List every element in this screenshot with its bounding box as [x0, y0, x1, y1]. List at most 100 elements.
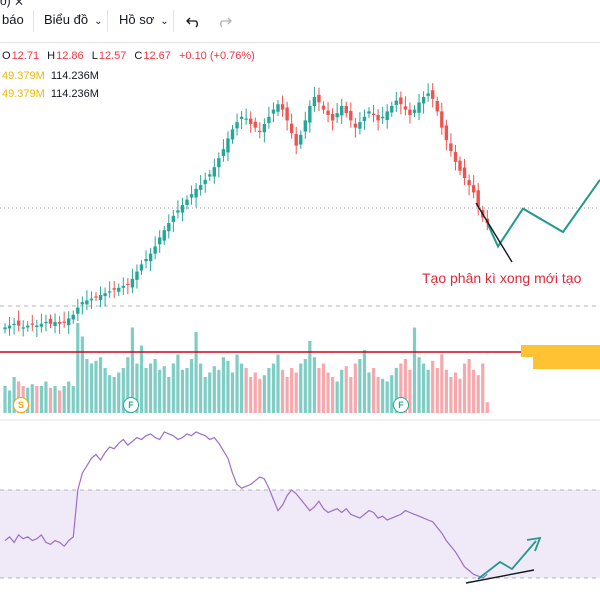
candle-body — [421, 97, 426, 104]
volume-bar — [426, 369, 430, 413]
volume-bar — [244, 368, 248, 413]
volume-bar — [39, 386, 43, 413]
price-chart[interactable] — [0, 42, 600, 600]
volume-bar — [221, 357, 225, 413]
candle-body — [44, 322, 48, 324]
volume-bar — [153, 359, 157, 413]
candle-body — [112, 288, 116, 290]
candle-body — [435, 100, 439, 112]
candle-body — [403, 106, 408, 110]
chevron-down-icon: ⌄ — [160, 16, 169, 27]
candle-body — [189, 194, 194, 198]
volume-bar — [399, 363, 403, 413]
volume-bar — [467, 359, 471, 413]
volume-bar — [226, 360, 230, 413]
candle-body — [107, 291, 112, 293]
candle-body — [344, 106, 348, 114]
volume-bar — [385, 381, 389, 413]
volume-bar — [340, 369, 344, 413]
candle-body — [262, 124, 267, 133]
volume-bar — [3, 386, 7, 413]
volume-bar — [458, 378, 462, 413]
candle-body — [30, 323, 34, 325]
volume-bar — [144, 368, 148, 413]
alerts-menu[interactable]: báo — [2, 12, 24, 27]
volume-bar — [367, 372, 371, 413]
candle-body — [221, 149, 226, 157]
candle-body — [399, 97, 403, 105]
candle-body — [71, 314, 75, 320]
candle-body — [130, 278, 135, 288]
candle-body — [276, 104, 280, 112]
candle-body — [285, 107, 289, 121]
volume-bar — [58, 390, 62, 413]
volume-bar — [98, 357, 103, 413]
arrow-head-icon — [526, 536, 542, 552]
volume-bar — [344, 366, 348, 413]
volume-bar — [12, 377, 16, 413]
candle-body — [449, 143, 453, 151]
undo-icon[interactable] — [186, 14, 202, 28]
volume-bar — [108, 375, 112, 413]
split-marker[interactable]: S — [13, 397, 29, 413]
volume-bar — [408, 369, 412, 413]
volume-bar — [481, 363, 485, 413]
candle-body — [471, 185, 476, 193]
volume-bar — [235, 354, 239, 413]
chart-menu[interactable]: Biểu đồ ⌄ — [44, 12, 102, 27]
volume-bar — [444, 369, 448, 413]
volume-bar — [294, 372, 298, 413]
volume-ma-value: 49.379M — [2, 70, 45, 82]
candle-body — [394, 100, 398, 105]
candle-body — [440, 111, 444, 128]
volume-bar — [312, 357, 316, 413]
volume-bar — [53, 386, 57, 413]
financials-marker[interactable]: F — [393, 397, 409, 413]
candle-body — [94, 296, 98, 298]
volume-bar — [276, 354, 280, 413]
candle-body — [53, 322, 57, 326]
volume-bar — [267, 368, 271, 413]
candle-body — [358, 122, 362, 129]
candle-body — [317, 94, 321, 103]
volume-bar — [189, 359, 194, 413]
volume-bar — [290, 368, 294, 413]
candle-body — [230, 129, 235, 140]
financials-marker[interactable]: F — [123, 397, 139, 413]
open-value: 12.71 — [11, 50, 40, 62]
chart-menu-label: Biểu đồ — [44, 12, 89, 27]
candle-body — [39, 323, 44, 327]
volume-bar — [476, 375, 480, 413]
rsi-divergence-line — [465, 569, 535, 584]
candle-body — [380, 116, 385, 119]
candle-body — [253, 121, 257, 128]
volume-bar — [258, 378, 262, 413]
candle-body — [299, 134, 303, 145]
redo-icon[interactable] — [216, 14, 232, 28]
candle-body — [203, 179, 207, 185]
candle-body — [117, 287, 121, 292]
partial-tab-label[interactable]: ồ) ⨯ — [0, 0, 25, 8]
candle-body — [349, 111, 353, 121]
volume-bar — [94, 360, 98, 413]
volume-bar — [185, 368, 189, 413]
volume-ma-value: 49.379M — [2, 88, 45, 100]
volume-bar — [180, 369, 185, 413]
volume-value: 114.236M — [50, 70, 99, 82]
profile-menu[interactable]: Hồ sơ ⌄ — [119, 12, 169, 27]
marker-letter: S — [17, 400, 24, 410]
volume-bar — [449, 377, 453, 413]
volume-bar — [321, 363, 326, 413]
candle-body — [7, 325, 12, 329]
candle-body — [76, 307, 80, 314]
volume-bar — [431, 360, 435, 413]
volume-bar — [217, 369, 221, 413]
candle-body — [208, 174, 212, 177]
volume-bar — [89, 363, 94, 413]
candle-body — [326, 110, 330, 115]
volume-bar — [121, 368, 125, 413]
volume-bar — [194, 332, 198, 413]
volume-bar — [381, 378, 385, 413]
volume-bar — [162, 366, 166, 413]
candle-body — [212, 167, 216, 177]
